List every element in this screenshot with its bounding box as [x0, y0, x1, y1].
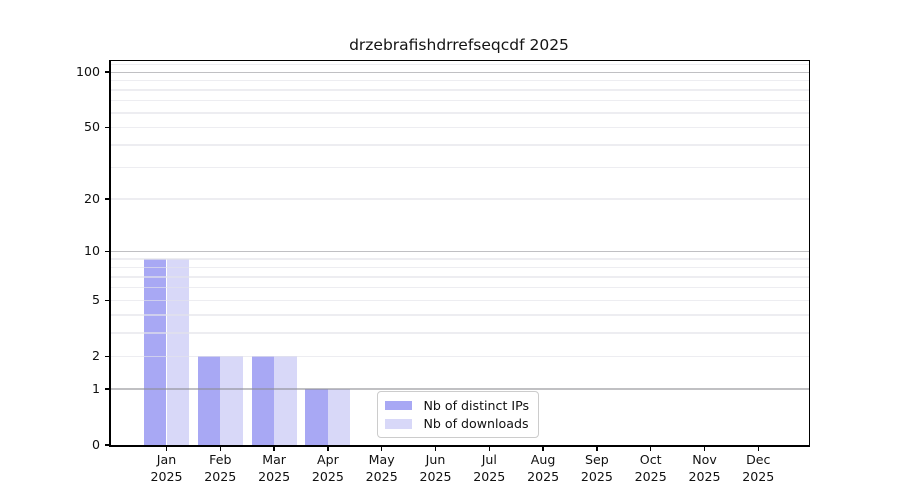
y-axis-tick — [104, 444, 109, 446]
y-axis-tick-label: 2 — [91, 348, 100, 364]
legend-item-distinct-ips: Nb of distinct IPs — [384, 397, 530, 414]
gridline-minor — [110, 266, 809, 269]
gridline-minor — [110, 258, 809, 260]
x-axis-tick — [434, 446, 437, 451]
gridline-minor — [110, 112, 809, 114]
x-axis-tick — [596, 446, 598, 451]
y-axis-tick-label: 20 — [83, 191, 100, 207]
gridline-minor — [110, 287, 809, 289]
x-axis-tick-label: May 2025 — [365, 452, 398, 484]
x-axis-tick-label: Oct 2025 — [634, 452, 667, 484]
gridline-minor — [110, 355, 809, 357]
legend-label-distinct-ips: Nb of distinct IPs — [423, 397, 530, 413]
bar-distinct-ips-feb — [197, 356, 221, 445]
y-axis-tick-label: 1 — [91, 381, 100, 396]
x-axis-tick — [219, 446, 221, 451]
bar-downloads-feb — [220, 356, 243, 445]
gridline-minor — [110, 126, 809, 128]
chart-title: drzebrafishdrrefseqcdf 2025 — [349, 36, 569, 54]
bar-distinct-ips-mar — [251, 356, 275, 445]
legend-swatch-distinct-ips-icon — [384, 400, 412, 410]
legend: Nb of distinct IPs Nb of downloads — [376, 391, 540, 438]
gridline-major — [110, 71, 809, 73]
y-axis-tick-label: 0 — [91, 437, 100, 452]
legend-item-downloads: Nb of downloads — [384, 416, 530, 433]
gridline-minor — [110, 332, 809, 334]
x-axis-tick-label: Jun 2025 — [419, 452, 452, 484]
y-axis-tick — [104, 250, 109, 252]
x-axis-tick — [542, 446, 544, 451]
bar-downloads-mar — [274, 356, 297, 445]
bar-downloads-jan — [166, 258, 190, 445]
y-axis-tick — [104, 126, 109, 129]
x-axis-tick — [650, 446, 652, 451]
plot-spine-bottom — [109, 445, 810, 447]
x-axis-tick — [327, 446, 329, 451]
x-axis-tick-label: Jul 2025 — [473, 452, 506, 484]
x-axis-tick-label: Jan 2025 — [150, 452, 183, 484]
x-axis-tick — [381, 446, 383, 451]
y-axis-tick-label: 5 — [91, 292, 100, 308]
x-axis-tick-label: Dec 2025 — [742, 452, 775, 484]
bar-distinct-ips-apr — [305, 389, 328, 445]
plot-area: Nb of distinct IPs Nb of downloads — [110, 61, 809, 445]
x-axis-tick-label: Nov 2025 — [688, 452, 721, 484]
x-axis-tick-label: Mar 2025 — [258, 452, 291, 484]
legend-label-downloads: Nb of downloads — [423, 416, 529, 432]
x-axis-tick-label: Feb 2025 — [204, 452, 237, 484]
y-axis-tick-label: 100 — [75, 64, 100, 80]
x-axis-tick — [165, 446, 168, 451]
x-axis-tick — [488, 446, 490, 451]
gridline-minor — [110, 166, 809, 169]
y-axis-tick-label: 50 — [83, 119, 100, 135]
gridline-minor — [110, 89, 809, 91]
x-axis-tick — [757, 446, 759, 451]
gridline-minor — [110, 276, 809, 278]
x-axis-tick — [273, 446, 275, 451]
bar-downloads-apr — [327, 389, 351, 445]
gridline-minor — [110, 144, 809, 146]
gridline-minor — [110, 198, 809, 200]
y-axis-tick — [104, 198, 109, 200]
gridline-minor — [110, 314, 809, 316]
plot-spine-right — [808, 59, 810, 447]
gridline-major — [110, 250, 809, 252]
gridline-minor — [110, 100, 809, 102]
y-axis-tick — [104, 355, 109, 357]
y-axis-tick-label: 10 — [83, 243, 100, 259]
x-axis-tick-label: Aug 2025 — [527, 452, 560, 484]
x-axis-tick-label: Apr 2025 — [311, 452, 344, 484]
plot-spine-left — [109, 59, 111, 447]
plot-spine-top — [109, 59, 810, 61]
y-axis-tick — [104, 388, 109, 390]
gridline-minor — [110, 299, 809, 301]
y-axis-tick — [104, 299, 109, 301]
legend-swatch-downloads-icon — [384, 419, 412, 429]
x-axis-tick — [703, 446, 706, 451]
x-axis-tick-label: Sep 2025 — [580, 452, 613, 484]
bar-distinct-ips-jan — [143, 258, 167, 445]
gridline-minor — [110, 80, 809, 82]
y-axis-tick — [104, 71, 109, 73]
gridline-major — [110, 388, 809, 390]
gridline-minor — [110, 63, 809, 66]
